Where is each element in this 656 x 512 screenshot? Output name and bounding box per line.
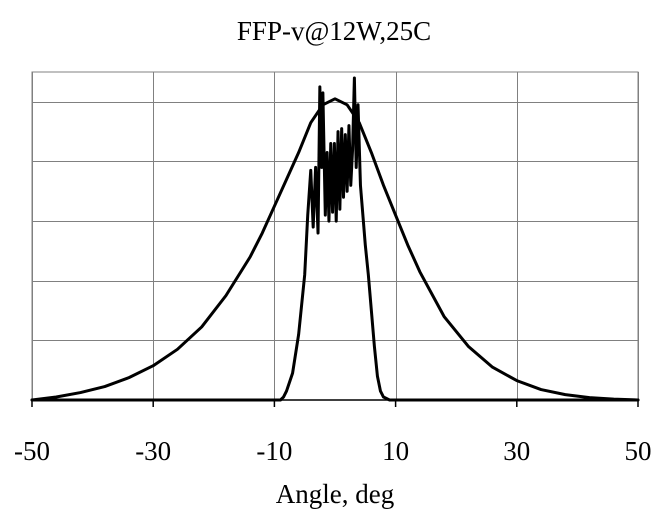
series-line-2	[30, 76, 640, 402]
chart-title: FFP-v@12W,25C	[237, 16, 431, 46]
x-tick-label: 10	[382, 436, 409, 466]
x-tick-label: 50	[625, 436, 652, 466]
series-line-1	[30, 97, 640, 402]
x-tick-label: -30	[135, 436, 171, 466]
x-tick-label: -10	[256, 436, 292, 466]
x-tick-label: 30	[503, 436, 530, 466]
plot-area	[31, 71, 639, 401]
x-axis-label: Angle, deg	[276, 479, 394, 509]
x-tick-label: -50	[14, 436, 50, 466]
